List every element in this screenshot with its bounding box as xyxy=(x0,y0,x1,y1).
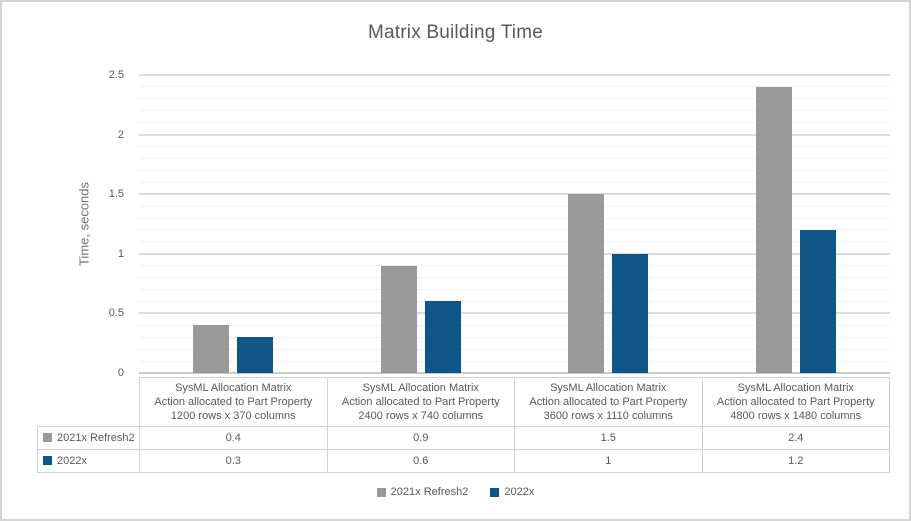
minor-gridline xyxy=(139,170,890,171)
value-cell-2021x-refresh2-3: 1.5 xyxy=(514,426,703,450)
bar-2021x-refresh2-group3 xyxy=(568,194,604,373)
table-row-2022x: 2022x 0.3 0.6 1 1.2 xyxy=(37,449,890,473)
minor-gridline xyxy=(139,301,890,302)
y-tick-label: 1.5 xyxy=(108,188,124,200)
bar-2021x-refresh2-group4 xyxy=(756,87,792,373)
y-tick-label: 2 xyxy=(117,129,124,141)
legend-item-2022x: 2022x xyxy=(490,486,534,498)
category-header-cell-2: SysML Allocation Matrix Action allocated … xyxy=(326,377,515,427)
bar-2022x-group2 xyxy=(425,301,461,373)
bar-2021x-refresh2-group1 xyxy=(193,325,229,373)
data-table: SysML Allocation Matrix Action allocated … xyxy=(37,377,890,473)
value-cell-2021x-refresh2-2: 0.9 xyxy=(326,426,515,450)
value-cell-2022x-4: 1.2 xyxy=(701,449,890,473)
category-label-line: SysML Allocation Matrix xyxy=(550,381,667,394)
y-tick-label: 0.5 xyxy=(108,307,124,319)
category-label-line: Action allocated to Part Property xyxy=(154,395,313,408)
minor-gridline xyxy=(139,241,890,242)
major-gridline xyxy=(139,193,890,195)
minor-gridline xyxy=(139,182,890,183)
legend: 2021x Refresh2 2022x xyxy=(2,486,909,498)
value-cell-2021x-refresh2-1: 0.4 xyxy=(139,426,328,450)
legend-label: 2021x Refresh2 xyxy=(390,486,469,498)
category-label-line: SysML Allocation Matrix xyxy=(737,381,854,394)
y-tick-label: 0 xyxy=(117,367,124,379)
table-row-2021x-refresh2: 2021x Refresh2 0.4 0.9 1.5 2.4 xyxy=(37,426,890,450)
category-label-line: 4800 rows x 1480 columns xyxy=(730,410,862,423)
series-name-cell: 2022x xyxy=(37,449,140,473)
minor-gridline xyxy=(139,158,890,159)
minor-gridline xyxy=(139,110,890,111)
table-corner-cell xyxy=(38,378,140,427)
category-header-cell-1: SysML Allocation Matrix Action allocated … xyxy=(139,377,328,427)
legend-label: 2022x xyxy=(504,486,535,498)
category-label-line: Action allocated to Part Property xyxy=(341,395,500,408)
chart-title: Matrix Building Time xyxy=(367,22,544,43)
minor-gridline xyxy=(139,325,890,326)
major-gridline xyxy=(139,253,890,255)
x-axis-line xyxy=(139,372,890,374)
bar-2022x-group1 xyxy=(237,337,273,373)
plot-area xyxy=(139,74,890,374)
minor-gridline xyxy=(139,218,890,219)
y-tick-label: 2.5 xyxy=(108,69,124,81)
series-key-icon xyxy=(43,455,52,465)
category-header-cell-3: SysML Allocation Matrix Action allocated … xyxy=(514,377,703,427)
series-name-label: 2021x Refresh2 xyxy=(57,431,135,444)
value-cell-2022x-3: 1 xyxy=(514,449,703,473)
series-key-icon xyxy=(43,432,52,442)
minor-gridline xyxy=(139,146,890,147)
value-cell-2021x-refresh2-4: 2.4 xyxy=(701,426,890,450)
legend-key-icon xyxy=(490,487,500,497)
major-gridline xyxy=(139,74,890,76)
minor-gridline xyxy=(139,265,890,266)
minor-gridline xyxy=(139,86,890,87)
category-label-line: Action allocated to Part Property xyxy=(716,395,875,408)
major-gridline xyxy=(139,134,890,136)
minor-gridline xyxy=(139,289,890,290)
y-tick-label: 1 xyxy=(117,248,124,260)
minor-gridline xyxy=(139,277,890,278)
minor-gridline xyxy=(139,122,890,123)
minor-gridline xyxy=(139,206,890,207)
value-cell-2022x-2: 0.6 xyxy=(326,449,515,473)
minor-gridline xyxy=(139,337,890,338)
category-label-line: 3600 rows x 1110 columns xyxy=(543,410,673,423)
bar-2022x-group3 xyxy=(612,254,648,373)
value-cell-2022x-1: 0.3 xyxy=(139,449,328,473)
category-label-line: SysML Allocation Matrix xyxy=(175,381,292,394)
category-label-line: 2400 rows x 740 columns xyxy=(358,410,484,423)
minor-gridline xyxy=(139,229,890,230)
minor-gridline xyxy=(139,349,890,350)
category-header-cell-4: SysML Allocation Matrix Action allocated … xyxy=(701,377,890,427)
legend-key-icon xyxy=(376,487,386,497)
category-label-line: SysML Allocation Matrix xyxy=(362,381,479,394)
legend-item-2021x-refresh2: 2021x Refresh2 xyxy=(376,486,469,498)
data-table-body: SysML Allocation Matrix Action allocated … xyxy=(37,377,890,473)
table-header-row: SysML Allocation Matrix Action allocated … xyxy=(38,377,890,427)
y-axis-ticks: 0 0.5 1 1.5 2 2.5 xyxy=(2,69,130,379)
category-label-line: Action allocated to Part Property xyxy=(529,395,688,408)
major-gridline xyxy=(139,312,890,314)
bar-2022x-group4 xyxy=(800,230,836,373)
minor-gridline xyxy=(139,361,890,362)
category-label-line: 1200 rows x 370 columns xyxy=(170,410,296,423)
series-name-label: 2022x xyxy=(57,454,87,467)
minor-gridline xyxy=(139,98,890,99)
series-name-cell: 2021x Refresh2 xyxy=(37,426,140,450)
bar-2021x-refresh2-group2 xyxy=(381,266,417,373)
